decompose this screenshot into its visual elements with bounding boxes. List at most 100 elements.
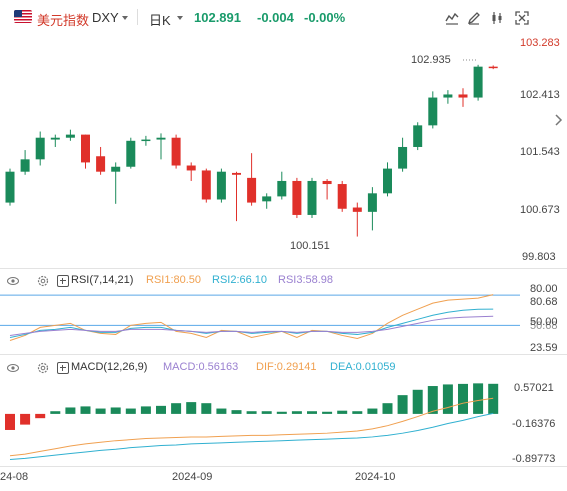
- macd-bar: [322, 411, 333, 414]
- macd-bar: [442, 384, 453, 414]
- price-axis-label: 101.543: [520, 146, 560, 158]
- candle-body: [352, 207, 362, 212]
- candle-body: [262, 196, 272, 202]
- macd-bar: [186, 402, 197, 414]
- macd-bar: [307, 411, 317, 414]
- macd-bar: [427, 386, 438, 414]
- rsi-axis-label: 80.00: [530, 283, 558, 295]
- candle-body: [35, 137, 45, 160]
- macd-bar: [20, 413, 31, 425]
- macd-bar: [95, 408, 106, 414]
- macd-value: MACD:0.56163: [163, 361, 239, 373]
- line-chart-icon[interactable]: [442, 8, 462, 28]
- eye-icon[interactable]: [7, 361, 19, 373]
- add-indicator-icon[interactable]: [57, 275, 69, 287]
- macd-bar: [488, 383, 499, 414]
- price-axis-label: 99.803: [522, 251, 556, 263]
- x-axis-label: 2024-10: [355, 471, 396, 483]
- dea-value: DEA:0.01059: [330, 361, 396, 373]
- candle-body: [398, 146, 408, 169]
- settings-icon[interactable]: [37, 274, 49, 287]
- candle-body: [5, 171, 15, 203]
- price-change-percent: -0.00%: [304, 10, 346, 25]
- macd-axis-label: -0.89773: [512, 453, 556, 465]
- macd-bar: [35, 413, 46, 419]
- rsi-axis-label: 80.68: [530, 296, 558, 308]
- candle-body: [111, 166, 121, 172]
- candle-body: [413, 125, 423, 147]
- candle-body: [65, 134, 75, 138]
- macd-bar: [367, 408, 378, 414]
- symbol-code[interactable]: DXY: [92, 10, 119, 25]
- toolbar-divider: [137, 9, 138, 25]
- macd-bar: [412, 389, 423, 414]
- symbol-name[interactable]: 美元指数: [37, 13, 90, 28]
- macd-bar: [397, 395, 408, 414]
- draw-tools-icon[interactable]: [487, 8, 507, 28]
- candle-body: [292, 180, 302, 215]
- symbol-dropdown-icon[interactable]: [122, 16, 128, 20]
- macd-bar: [171, 403, 182, 414]
- candle-body: [81, 134, 90, 163]
- candle-body: [428, 97, 438, 126]
- candle-body: [171, 137, 181, 166]
- macd-bar: [80, 406, 91, 414]
- candle-body: [383, 168, 392, 194]
- macd-axis-label: -0.16376: [512, 418, 556, 430]
- macd-bar: [261, 411, 272, 414]
- candle-body: [307, 180, 317, 215]
- price-axis-label: 100.673: [520, 204, 560, 216]
- add-indicator-icon[interactable]: [57, 362, 69, 374]
- candle-body: [277, 180, 287, 197]
- rsi-series-line: [9, 308, 494, 338]
- candle-body: [96, 156, 106, 172]
- macd-bar: [140, 406, 151, 414]
- macd-series-line: [9, 397, 494, 457]
- rsi1-value: RSI1:80.50: [146, 274, 202, 286]
- pane-separator: [0, 466, 567, 467]
- candle-body: [247, 177, 257, 203]
- macd-bar: [246, 411, 257, 414]
- rsi-axis-label: 23.59: [530, 342, 558, 354]
- macd-bar: [458, 383, 468, 414]
- candle-body: [50, 137, 60, 140]
- us-flag-icon: [14, 10, 32, 23]
- scroll-right-icon[interactable]: [555, 113, 563, 126]
- candle-body: [126, 140, 136, 167]
- last-price: 102.891: [194, 10, 241, 25]
- high-price-annotation: 102.935: [411, 54, 451, 66]
- period-dropdown-icon[interactable]: [177, 16, 183, 20]
- macd-bar: [382, 403, 393, 414]
- candle-body: [141, 139, 151, 142]
- candle-body: [232, 172, 241, 175]
- pane-separator: [0, 354, 567, 355]
- macd-bar: [291, 411, 302, 414]
- rsi-axis-label: 50.00: [530, 316, 558, 328]
- price-axis-label: 102.413: [520, 89, 560, 101]
- candle-body: [488, 66, 498, 69]
- candle-body: [458, 94, 468, 98]
- macd-bar: [352, 411, 363, 414]
- macd-bar: [65, 407, 76, 414]
- macd-axis-label: 0.57021: [514, 382, 554, 394]
- candle-body: [156, 137, 166, 140]
- candle-body: [322, 180, 332, 185]
- rsi3-value: RSI3:58.98: [278, 274, 334, 286]
- price-change: -0.004: [257, 10, 294, 25]
- macd-bar: [216, 408, 227, 414]
- period-selector[interactable]: 日K: [149, 13, 171, 28]
- macd-bar: [5, 413, 15, 430]
- macd-bar: [231, 410, 242, 414]
- candle-body: [473, 66, 483, 98]
- chart-toolbar: 美元指数 DXY 日K 102.891 -0.004 -0.00%: [0, 0, 567, 34]
- candle-body: [201, 170, 211, 200]
- x-axis-label: 2024-09: [172, 471, 213, 483]
- candle-body: [337, 184, 347, 209]
- pencil-icon[interactable]: [464, 8, 484, 28]
- candle-body: [367, 193, 377, 212]
- settings-icon[interactable]: [37, 361, 49, 374]
- eye-icon[interactable]: [7, 274, 19, 286]
- candle-body: [186, 165, 196, 171]
- fullscreen-icon[interactable]: [512, 8, 532, 28]
